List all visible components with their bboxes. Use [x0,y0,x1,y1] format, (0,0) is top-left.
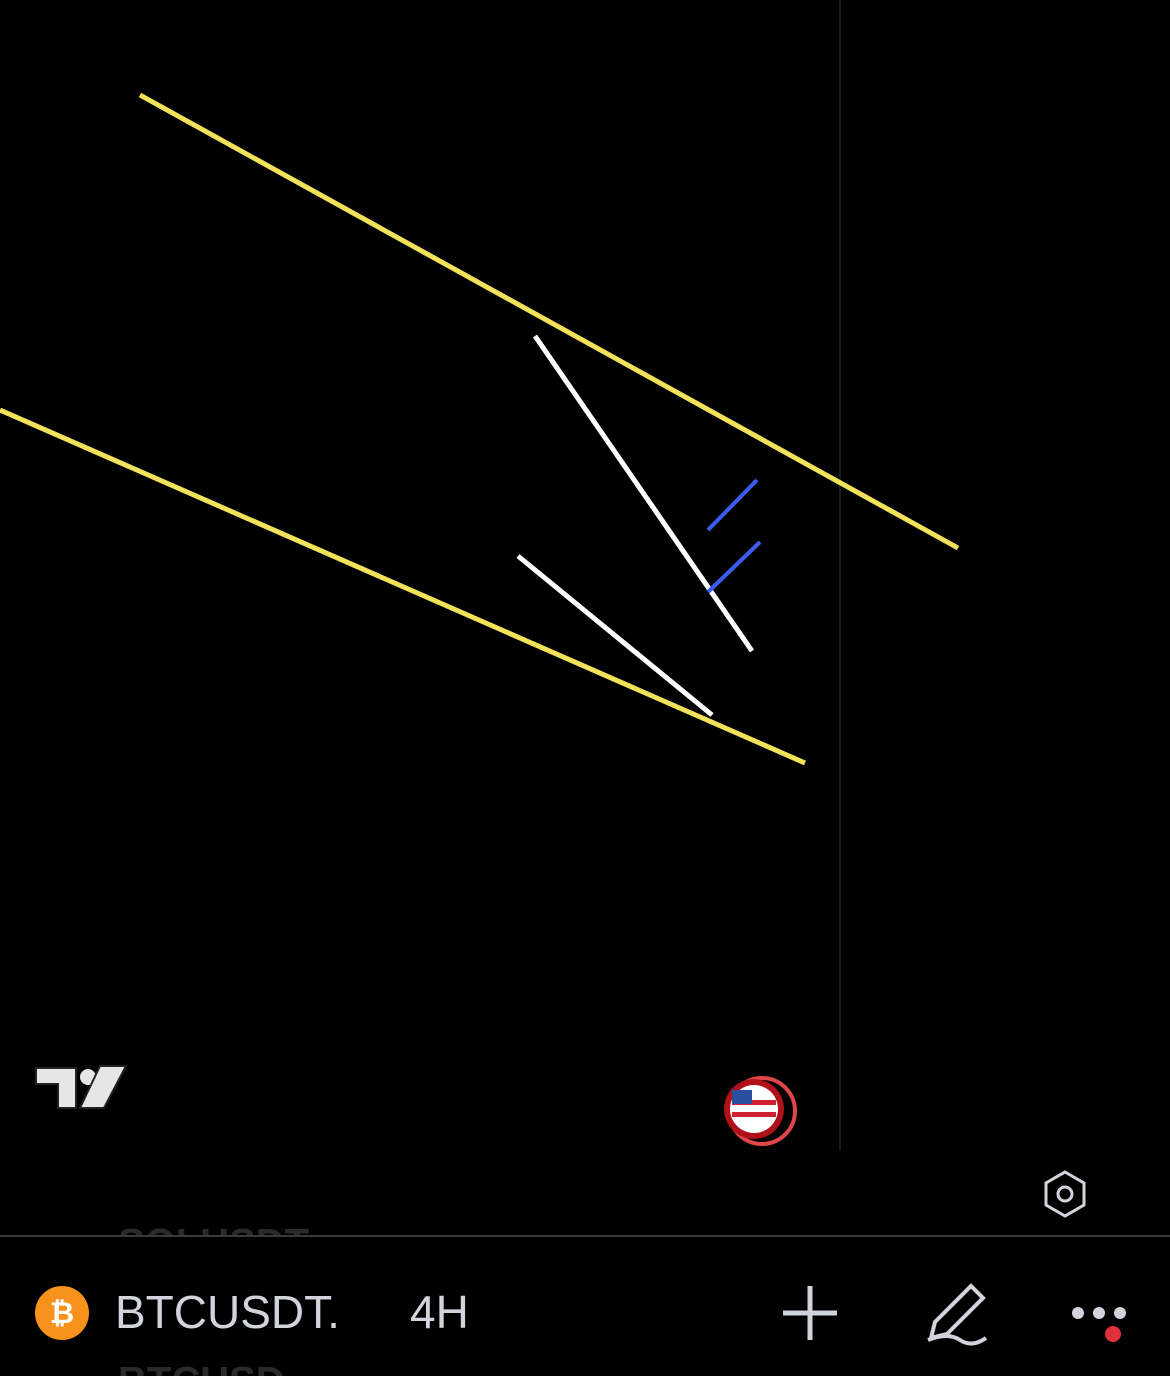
interval[interactable]: 4H [410,1286,469,1338]
svg-text:₿: ₿ [50,1297,74,1330]
event-flag[interactable] [724,1076,797,1146]
tv-logo [35,1065,128,1109]
more-button[interactable] [1072,1307,1126,1342]
flag-line-upper [706,478,759,532]
symbol[interactable]: BTCUSDT. [115,1286,340,1338]
trend-line-upper [138,92,960,551]
flag-line-lower [706,540,762,594]
drawings [0,92,960,766]
wedge-line-upper [532,334,755,653]
trend-line-lower [0,407,807,766]
draw-button[interactable] [927,1283,988,1346]
ghost-symbol: BTCUSD [118,1360,285,1376]
settings-icon[interactable] [1044,1170,1086,1218]
symbol-button[interactable]: ₿ BTCUSDT. [35,1286,340,1340]
wedge-line-lower [516,554,714,717]
add-button[interactable] [783,1286,837,1340]
